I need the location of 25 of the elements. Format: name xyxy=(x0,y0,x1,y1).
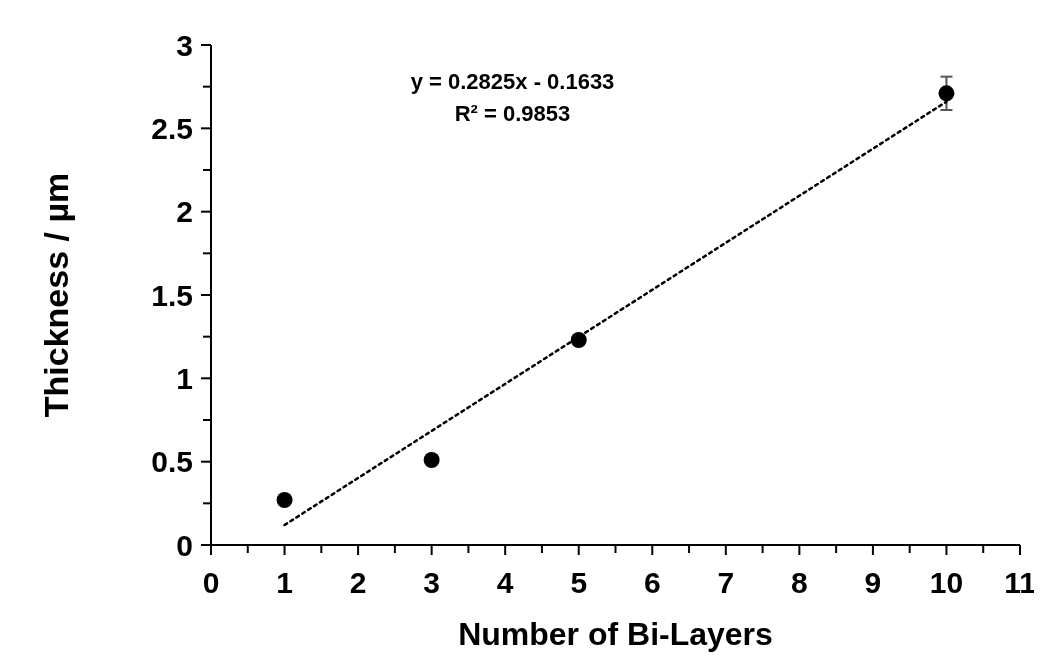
x-tick-label: 6 xyxy=(643,566,661,599)
y-axis-title: Thickness / µm xyxy=(37,172,75,418)
x-tick-label: 5 xyxy=(570,566,588,599)
y-tick-label: 3 xyxy=(176,28,193,62)
x-tick-label: 4 xyxy=(496,566,514,599)
y-tick-label: 0.5 xyxy=(151,445,193,479)
x-tick-label: 2 xyxy=(349,566,367,599)
annotation: y = 0.2825x - 0.1633 xyxy=(410,69,615,94)
point xyxy=(423,452,440,468)
x-tick-label: 10 xyxy=(929,566,964,599)
x-axis-title: Number of Bi-Layers xyxy=(458,616,773,652)
x-tick-label: 3 xyxy=(423,566,440,599)
point xyxy=(276,492,293,508)
y-tick-label: 1.5 xyxy=(151,278,193,312)
y-tick-label: 2 xyxy=(176,195,193,229)
x-tick-label: 7 xyxy=(717,566,735,599)
point xyxy=(938,85,955,102)
y-tick-label: 2.5 xyxy=(151,111,193,145)
x-tick-label: 8 xyxy=(791,566,808,599)
x-tick-label: 1 xyxy=(276,566,293,599)
x-tick-label: 0 xyxy=(202,566,220,599)
y-tick-label: 0 xyxy=(176,528,193,562)
annotation: R² = 0.9853 xyxy=(454,101,571,126)
x-tick-label: 9 xyxy=(864,566,882,599)
y-tick-label: 1 xyxy=(176,361,193,395)
